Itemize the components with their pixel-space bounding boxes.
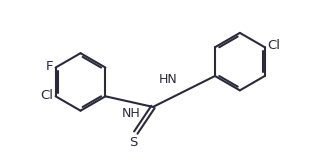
Text: NH: NH bbox=[121, 107, 140, 120]
Text: F: F bbox=[46, 60, 53, 73]
Text: HN: HN bbox=[158, 73, 177, 86]
Text: S: S bbox=[129, 136, 137, 149]
Text: Cl: Cl bbox=[40, 89, 53, 102]
Text: Cl: Cl bbox=[267, 39, 280, 52]
